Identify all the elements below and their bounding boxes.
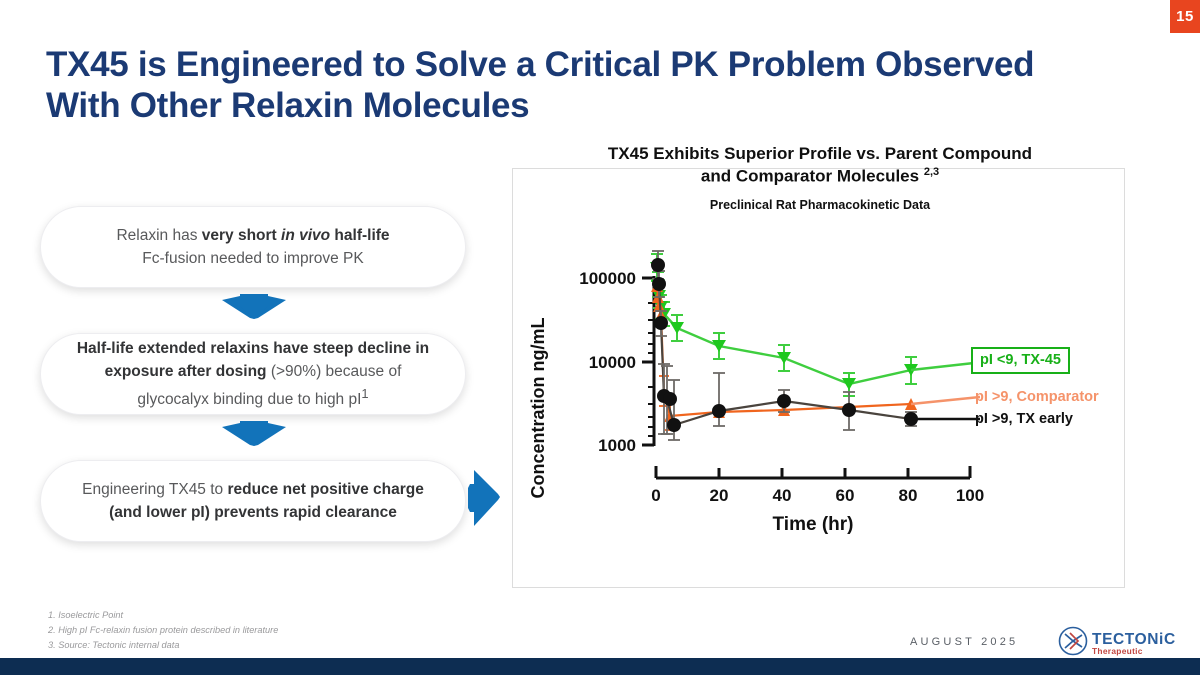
tectonic-logo-tagline: Therapeutic bbox=[1092, 646, 1143, 656]
footer-date: AUGUST 2025 bbox=[910, 636, 1019, 648]
page-number-label: 15 bbox=[1176, 8, 1194, 25]
chart-title-superscript: 2,3 bbox=[923, 166, 940, 179]
x-axis bbox=[654, 466, 972, 480]
callout-3-text: Engineering TX45 to reduce net positive … bbox=[71, 478, 435, 525]
chart-title: TX45 Exhibits Superior Profile vs. Paren… bbox=[560, 143, 1080, 189]
arrow-down-icon-1 bbox=[222, 294, 286, 319]
tectonic-logo-wordmark: TECTONiC bbox=[1092, 631, 1176, 648]
x-tick-label-100: 100 bbox=[956, 486, 984, 505]
footnote-2: 2. High pI Fc-relaxin fusion protein des… bbox=[48, 624, 279, 635]
x-axis-label: Time (hr) bbox=[773, 514, 854, 535]
callout-1-line1-pre: Relaxin has bbox=[116, 226, 202, 244]
callout-2-normal: (>90%) because of glycocalyx binding due… bbox=[137, 363, 402, 408]
callout-2-text: Half-life extended relaxins have steep d… bbox=[71, 337, 435, 411]
y-tick-label-1000: 1000 bbox=[598, 436, 636, 455]
chart-title-line-2: and Comparator Molecules bbox=[700, 167, 920, 187]
callout-1-line1-bold: very short bbox=[201, 226, 282, 244]
callout-1-line1-bold-post: half-life bbox=[330, 226, 390, 244]
footnote-1: 1. Isoelectric Point bbox=[48, 610, 124, 620]
tectonic-logo: TECTONiC Therapeutic bbox=[1058, 626, 1176, 656]
arrow-right-icon bbox=[468, 470, 500, 526]
x-tick-label-60: 60 bbox=[836, 486, 855, 505]
x-tick-label-20: 20 bbox=[710, 486, 729, 505]
page-title: TX45 is Engineered to Solve a Critical P… bbox=[46, 44, 1086, 127]
callout-1-line2: Fc-fusion needed to improve PK bbox=[142, 250, 364, 267]
tectonic-logo-mark bbox=[1058, 626, 1088, 656]
legend-item-comparator: pI >9, Comparator bbox=[975, 389, 1099, 405]
callout-1-line1-bold-italic: in vivo bbox=[281, 226, 331, 244]
x-tick-label-40: 40 bbox=[773, 486, 792, 505]
callout-3-bold: reduce net positive charge (and lower pI… bbox=[109, 480, 424, 521]
x-tick-label-80: 80 bbox=[899, 486, 918, 505]
chart-title-line-1: TX45 Exhibits Superior Profile vs. Paren… bbox=[607, 144, 1033, 163]
callout-2-bold: Half-life extended relaxins have steep d… bbox=[76, 340, 430, 381]
x-tick-label-0: 0 bbox=[651, 486, 660, 505]
arrow-down-icon-2 bbox=[222, 421, 286, 446]
callout-1-text: Relaxin has very short in vivo half-life… bbox=[116, 224, 389, 271]
footnote-3: 3. Source: Tectonic internal data bbox=[48, 639, 180, 650]
y-axis-label: Concentration ng/mL bbox=[528, 318, 548, 499]
callout-box-relaxin-halflife: Relaxin has very short in vivo half-life… bbox=[40, 206, 466, 288]
callout-3-pre: Engineering TX45 to bbox=[82, 480, 228, 498]
series-px-9-tx45 bbox=[650, 253, 918, 397]
legend-item-tx-early: pI >9, TX early bbox=[975, 411, 1073, 427]
chart-subtitle: Preclinical Rat Pharmacokinetic Data bbox=[709, 198, 931, 212]
callout-box-engineering-tx45: Engineering TX45 to reduce net positive … bbox=[40, 460, 466, 542]
page-title-line-1: TX45 is Engineered to Solve a Critical P… bbox=[46, 45, 1035, 84]
y-axis bbox=[642, 276, 656, 447]
chart-frame bbox=[512, 168, 1125, 588]
footer-bar bbox=[0, 658, 1200, 675]
callout-box-steep-decline: Half-life extended relaxins have steep d… bbox=[40, 333, 466, 415]
y-tick-label-100000: 100000 bbox=[579, 269, 636, 288]
page-title-line-2: With Other Relaxin Molecules bbox=[46, 86, 530, 126]
footnotes: 1. Isoelectric Point 2. High pI Fc-relax… bbox=[48, 608, 278, 653]
pharmacokinetics-line-chart: Concentration ng/mL 100000 10000 1000 bbox=[528, 250, 984, 535]
y-tick-label-10000: 10000 bbox=[589, 353, 636, 372]
callout-2-superscript: 1 bbox=[361, 385, 369, 401]
page-number-badge: 15 bbox=[1170, 0, 1200, 33]
legend-markers bbox=[910, 361, 981, 421]
legend-item-tx45: pI <9, TX-45 bbox=[971, 347, 1070, 374]
